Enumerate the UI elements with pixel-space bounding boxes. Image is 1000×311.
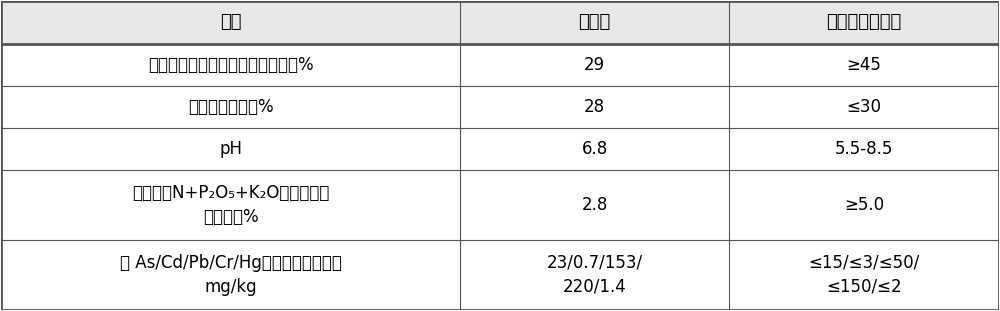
Text: 6.8: 6.8 <box>582 140 608 158</box>
Text: ≥5.0: ≥5.0 <box>844 196 884 214</box>
Text: 水分质量分数，%: 水分质量分数，% <box>188 98 274 116</box>
Text: 指标量: 指标量 <box>579 13 611 31</box>
Bar <box>729 1 999 44</box>
Text: 有机质质量分数（以烘干基记），%: 有机质质量分数（以烘干基记），% <box>148 56 314 74</box>
Text: pH: pH <box>219 140 242 158</box>
Text: ≤15/≤3/≤50/
≤150/≤2: ≤15/≤3/≤50/ ≤150/≤2 <box>808 254 920 295</box>
Bar <box>460 1 729 44</box>
Text: 国家有机肥标准: 国家有机肥标准 <box>826 13 902 31</box>
Text: 23/0.7/153/
220/1.4: 23/0.7/153/ 220/1.4 <box>547 254 643 295</box>
Text: 5.5-8.5: 5.5-8.5 <box>835 140 893 158</box>
Bar <box>1 1 460 44</box>
Text: 28: 28 <box>584 98 605 116</box>
Text: 总 As/Cd/Pb/Cr/Hg（以烘干基记），
mg/kg: 总 As/Cd/Pb/Cr/Hg（以烘干基记）， mg/kg <box>120 254 342 295</box>
Text: ≤30: ≤30 <box>846 98 881 116</box>
Text: ≥45: ≥45 <box>847 56 881 74</box>
Text: 项目: 项目 <box>220 13 242 31</box>
Text: 2.8: 2.8 <box>582 196 608 214</box>
Text: 总养分（N+P₂O₅+K₂O）（以烘干
基记），%: 总养分（N+P₂O₅+K₂O）（以烘干 基记），% <box>132 184 329 226</box>
Text: 29: 29 <box>584 56 605 74</box>
